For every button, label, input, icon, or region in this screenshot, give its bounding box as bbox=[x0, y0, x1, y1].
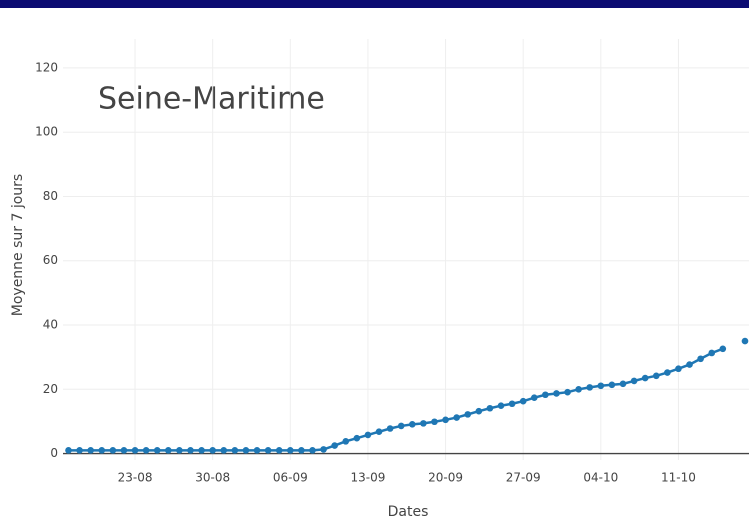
data-point bbox=[353, 434, 361, 442]
data-point bbox=[475, 407, 483, 415]
data-point bbox=[375, 428, 383, 436]
x-tick-label: 20-09 bbox=[428, 471, 463, 485]
data-point bbox=[364, 431, 372, 439]
data-point bbox=[342, 438, 350, 445]
data-point bbox=[65, 447, 72, 454]
data-point bbox=[298, 447, 305, 454]
data-point bbox=[741, 337, 749, 345]
data-point bbox=[619, 380, 627, 388]
data-point bbox=[120, 447, 128, 454]
data-point bbox=[486, 404, 494, 412]
data-point bbox=[397, 422, 405, 430]
data-point bbox=[442, 416, 449, 424]
series-line bbox=[69, 341, 745, 450]
data-point bbox=[575, 385, 582, 393]
data-point bbox=[630, 377, 638, 385]
data-point bbox=[708, 349, 716, 357]
data-point bbox=[153, 447, 161, 454]
x-tick-label: 30-08 bbox=[195, 471, 230, 485]
data-point bbox=[309, 447, 316, 454]
data-point bbox=[275, 447, 283, 454]
x-tick-label: 13-09 bbox=[350, 471, 385, 485]
data-point bbox=[597, 382, 605, 390]
data-point bbox=[87, 447, 94, 454]
y-tick-label: 120 bbox=[35, 60, 58, 74]
data-point bbox=[231, 447, 239, 454]
data-point bbox=[253, 447, 261, 454]
data-point bbox=[142, 447, 150, 454]
data-point bbox=[530, 394, 538, 401]
y-tick-label: 0 bbox=[50, 446, 58, 460]
data-point bbox=[586, 384, 594, 391]
data-point bbox=[264, 447, 272, 454]
data-point bbox=[420, 420, 427, 427]
plot-layer bbox=[63, 39, 749, 460]
data-point bbox=[109, 447, 117, 454]
chart-title: Seine-Maritime bbox=[98, 82, 325, 117]
data-point bbox=[220, 447, 228, 454]
data-point bbox=[176, 447, 183, 454]
y-tick-label: 100 bbox=[35, 125, 58, 139]
data-point bbox=[198, 447, 205, 454]
data-point bbox=[287, 447, 294, 454]
data-point bbox=[675, 365, 682, 373]
data-point bbox=[664, 369, 671, 376]
data-point bbox=[464, 411, 472, 418]
data-point bbox=[608, 381, 616, 389]
data-point bbox=[320, 446, 327, 453]
data-point bbox=[431, 418, 438, 426]
data-point bbox=[76, 447, 83, 454]
top-bar bbox=[0, 0, 749, 8]
y-tick-label: 60 bbox=[43, 253, 58, 267]
data-point bbox=[697, 355, 704, 363]
data-point bbox=[408, 421, 416, 428]
y-axis-label: Moyenne sur 7 jours bbox=[10, 174, 26, 316]
data-point bbox=[519, 397, 527, 405]
y-tick-label: 20 bbox=[43, 382, 58, 396]
data-point bbox=[508, 400, 516, 408]
data-point bbox=[497, 402, 505, 409]
x-tick-label: 04-10 bbox=[583, 471, 618, 485]
data-point bbox=[242, 447, 250, 454]
data-point bbox=[553, 390, 560, 397]
data-point bbox=[652, 372, 660, 380]
data-point bbox=[641, 374, 649, 382]
data-point bbox=[131, 447, 139, 454]
data-point bbox=[564, 388, 571, 396]
data-point bbox=[386, 425, 394, 432]
x-tick-label: 11-10 bbox=[661, 471, 696, 485]
y-tick-label: 40 bbox=[43, 318, 58, 332]
data-point bbox=[209, 447, 216, 454]
data-point bbox=[686, 361, 693, 368]
data-point bbox=[331, 442, 338, 449]
data-point bbox=[453, 414, 460, 421]
x-tick-label: 06-09 bbox=[273, 471, 308, 485]
data-point bbox=[187, 447, 194, 454]
data-point bbox=[719, 345, 727, 353]
x-tick-label: 23-08 bbox=[118, 471, 153, 485]
x-tick-label: 27-09 bbox=[506, 471, 541, 485]
data-point bbox=[98, 447, 106, 454]
y-tick-label: 80 bbox=[43, 189, 58, 203]
data-point bbox=[165, 447, 172, 454]
data-point bbox=[542, 391, 549, 399]
x-axis-label: Dates bbox=[388, 504, 429, 520]
